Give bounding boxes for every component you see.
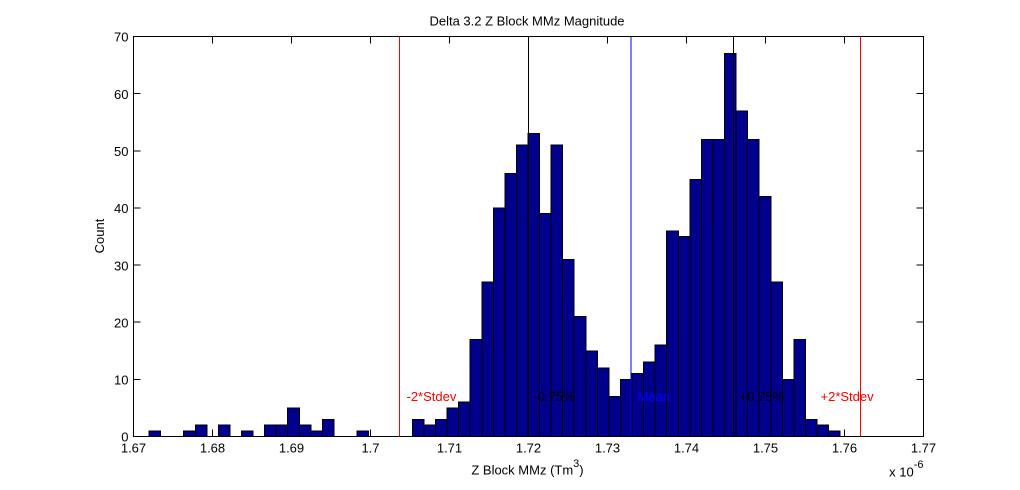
svg-text:Delta 3.2 Z Block MMz Magnitud: Delta 3.2 Z Block MMz Magnitude (429, 14, 624, 29)
svg-text:0: 0 (121, 430, 128, 445)
svg-text:1.74: 1.74 (674, 441, 699, 456)
svg-text:1.72: 1.72 (516, 441, 541, 456)
svg-text:1.7: 1.7 (361, 441, 379, 456)
svg-text:30: 30 (114, 258, 128, 273)
svg-text:10: 10 (114, 373, 128, 388)
svg-text:1.69: 1.69 (279, 441, 304, 456)
svg-text:Count: Count (92, 218, 107, 253)
svg-text:40: 40 (114, 201, 128, 216)
svg-text:1.77: 1.77 (911, 441, 936, 456)
svg-text:20: 20 (114, 315, 128, 330)
svg-text:1.76: 1.76 (832, 441, 857, 456)
svg-text:+2*Stdev: +2*Stdev (821, 389, 875, 404)
svg-text:70: 70 (114, 30, 128, 45)
svg-text:1.75: 1.75 (753, 441, 778, 456)
svg-text:50: 50 (114, 144, 128, 159)
svg-text:-2*Stdev: -2*Stdev (407, 389, 457, 404)
svg-text:1.67: 1.67 (121, 441, 146, 456)
svg-text:Z Block MMz (Tm3): Z Block MMz (Tm3) (471, 458, 583, 478)
svg-text:-0.75%: -0.75% (534, 389, 576, 404)
svg-text:1.71: 1.71 (437, 441, 462, 456)
svg-text:1.68: 1.68 (200, 441, 225, 456)
svg-text:1.73: 1.73 (595, 441, 620, 456)
svg-text:+0.75%: +0.75% (740, 389, 785, 404)
svg-text:Mean: Mean (638, 389, 671, 404)
svg-text:60: 60 (114, 87, 128, 102)
